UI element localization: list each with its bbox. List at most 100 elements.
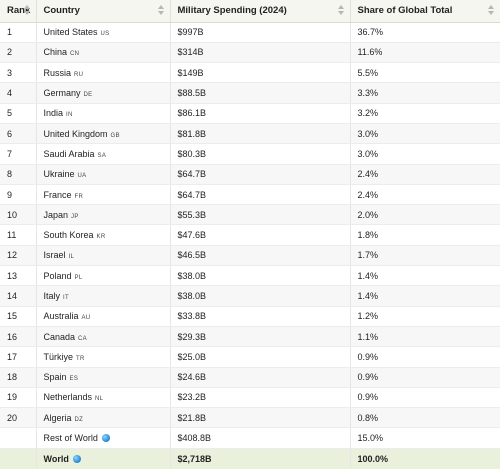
country-header-label: Country [43,5,80,17]
table-row: 16 Canada CA $29.3B 1.1% [0,326,500,348]
country-cell: Germany DE [36,82,171,104]
rank-cell: 13 [0,265,37,287]
sort-icon[interactable] [337,5,344,17]
country-column-header[interactable]: Country [36,0,171,23]
country-cell: Algeria DZ [36,407,171,429]
table-row: 12 Israel IL $46.5B 1.7% [0,245,500,267]
share-cell: 3.0% [350,123,500,145]
country-name: Russia [43,67,72,78]
spending-cell: $149B [170,62,351,84]
country-cell: Türkiye TR [36,346,171,368]
country-name: Germany [43,88,81,99]
country-cell: Spain ES [36,367,171,388]
share-cell: 0.9% [350,367,500,388]
table-row: 13 Poland PL $38.0B 1.4% [0,265,500,287]
country-code: CN [70,51,80,58]
country-cell: Russia RU [36,62,171,84]
sort-icon[interactable] [23,5,30,17]
spending-cell: $64.7B [170,184,351,206]
country-name: Japan [43,209,69,220]
country-name: China [43,47,68,58]
rank-cell: 20 [0,407,37,429]
rank-header-label: Rank [7,5,31,17]
country-name: India [43,108,64,119]
rank-cell [0,427,37,449]
country-code: RU [74,71,84,78]
country-cell: Italy IT [36,285,171,307]
country-cell: Israel IL [36,245,171,267]
spending-cell: $46.5B [170,245,351,267]
rank-cell: 3 [0,62,37,84]
spending-cell: $86.1B [170,103,351,124]
country-name: United Kingdom [43,128,108,139]
rank-cell: 1 [0,22,37,43]
spending-cell: $23.2B [170,387,351,409]
share-cell: 3.2% [350,103,500,124]
spending-cell: $64.7B [170,164,351,185]
table-row: 15 Australia AU $33.8B 1.2% [0,306,500,327]
rank-cell: 11 [0,224,37,246]
spending-cell: $24.6B [170,367,351,388]
share-cell: 2.4% [350,184,500,206]
rank-cell: 10 [0,204,37,226]
country-code: IT [63,295,69,301]
table-row: 4 Germany DE $88.5B 3.3% [0,82,500,104]
total-row: World $2,718B 100.0% [0,448,500,469]
country-name: Italy [43,291,61,301]
spending-cell: $29.3B [170,326,351,348]
country-name: Poland [43,270,72,281]
country-code: UA [77,173,87,180]
rank-column-header[interactable]: Rank [0,0,37,23]
country-code: JP [71,213,79,220]
rank-cell: 4 [0,82,37,104]
table-row: 3 Russia RU $149B 5.5% [0,62,500,84]
spending-column-header[interactable]: Military Spending (2024) [170,0,351,23]
country-cell: Saudi Arabia SA [36,143,171,165]
country-code: FR [74,193,84,200]
table-row: 14 Italy IT $38.0B 1.4% [0,285,500,307]
country-cell: South Korea KR [36,224,171,246]
rank-cell [0,448,37,469]
country-name: Netherlands [43,392,93,403]
country-code: ES [69,376,79,383]
country-cell: Poland PL [36,265,171,287]
country-code: KR [96,234,106,241]
table-row: 11 South Korea KR $47.6B 1.8% [0,224,500,246]
rank-cell: 14 [0,285,37,307]
country-code: GB [110,132,120,139]
spending-cell: $997B [170,22,351,43]
spending-cell: $47.6B [170,224,351,246]
rank-cell: 18 [0,367,37,388]
rank-cell: 12 [0,245,37,267]
sort-icon[interactable] [488,5,494,17]
header-row: Rank Country Military Spending (2024) Sh… [0,0,500,23]
table-row: Rest of World $408.8B 15.0% [0,427,500,449]
country-code: AU [81,315,91,322]
spending-header-label: Military Spending (2024) [177,5,287,17]
spending-cell: $81.8B [170,123,351,145]
country-name: Australia [43,311,79,322]
country-cell: Ukraine UA [36,164,171,185]
share-cell: 11.6% [350,42,500,64]
country-code: NL [95,396,104,403]
sort-icon[interactable] [157,5,164,17]
share-cell: 36.7% [350,22,500,43]
share-cell: 1.8% [350,224,500,246]
share-cell: 3.0% [350,143,500,165]
country-cell: Australia AU [36,306,171,327]
country-name: Israel [43,250,66,261]
country-code: IL [68,254,75,261]
country-code: DE [83,92,93,99]
table-row: 5 India IN $86.1B 3.2% [0,103,500,124]
share-column-header[interactable]: Share of Global Total [350,0,500,23]
share-cell: 3.3% [350,82,500,104]
country-name: Türkiye [43,351,74,362]
share-cell: 1.7% [350,245,500,267]
table-row: 18 Spain ES $24.6B 0.9% [0,367,500,388]
share-cell: 2.4% [350,164,500,185]
country-code: IN [66,112,73,119]
spending-cell: $25.0B [170,346,351,368]
country-name: Canada [43,331,76,342]
country-cell: India IN [36,103,171,124]
table-row: 9 France FR $64.7B 2.4% [0,184,500,206]
